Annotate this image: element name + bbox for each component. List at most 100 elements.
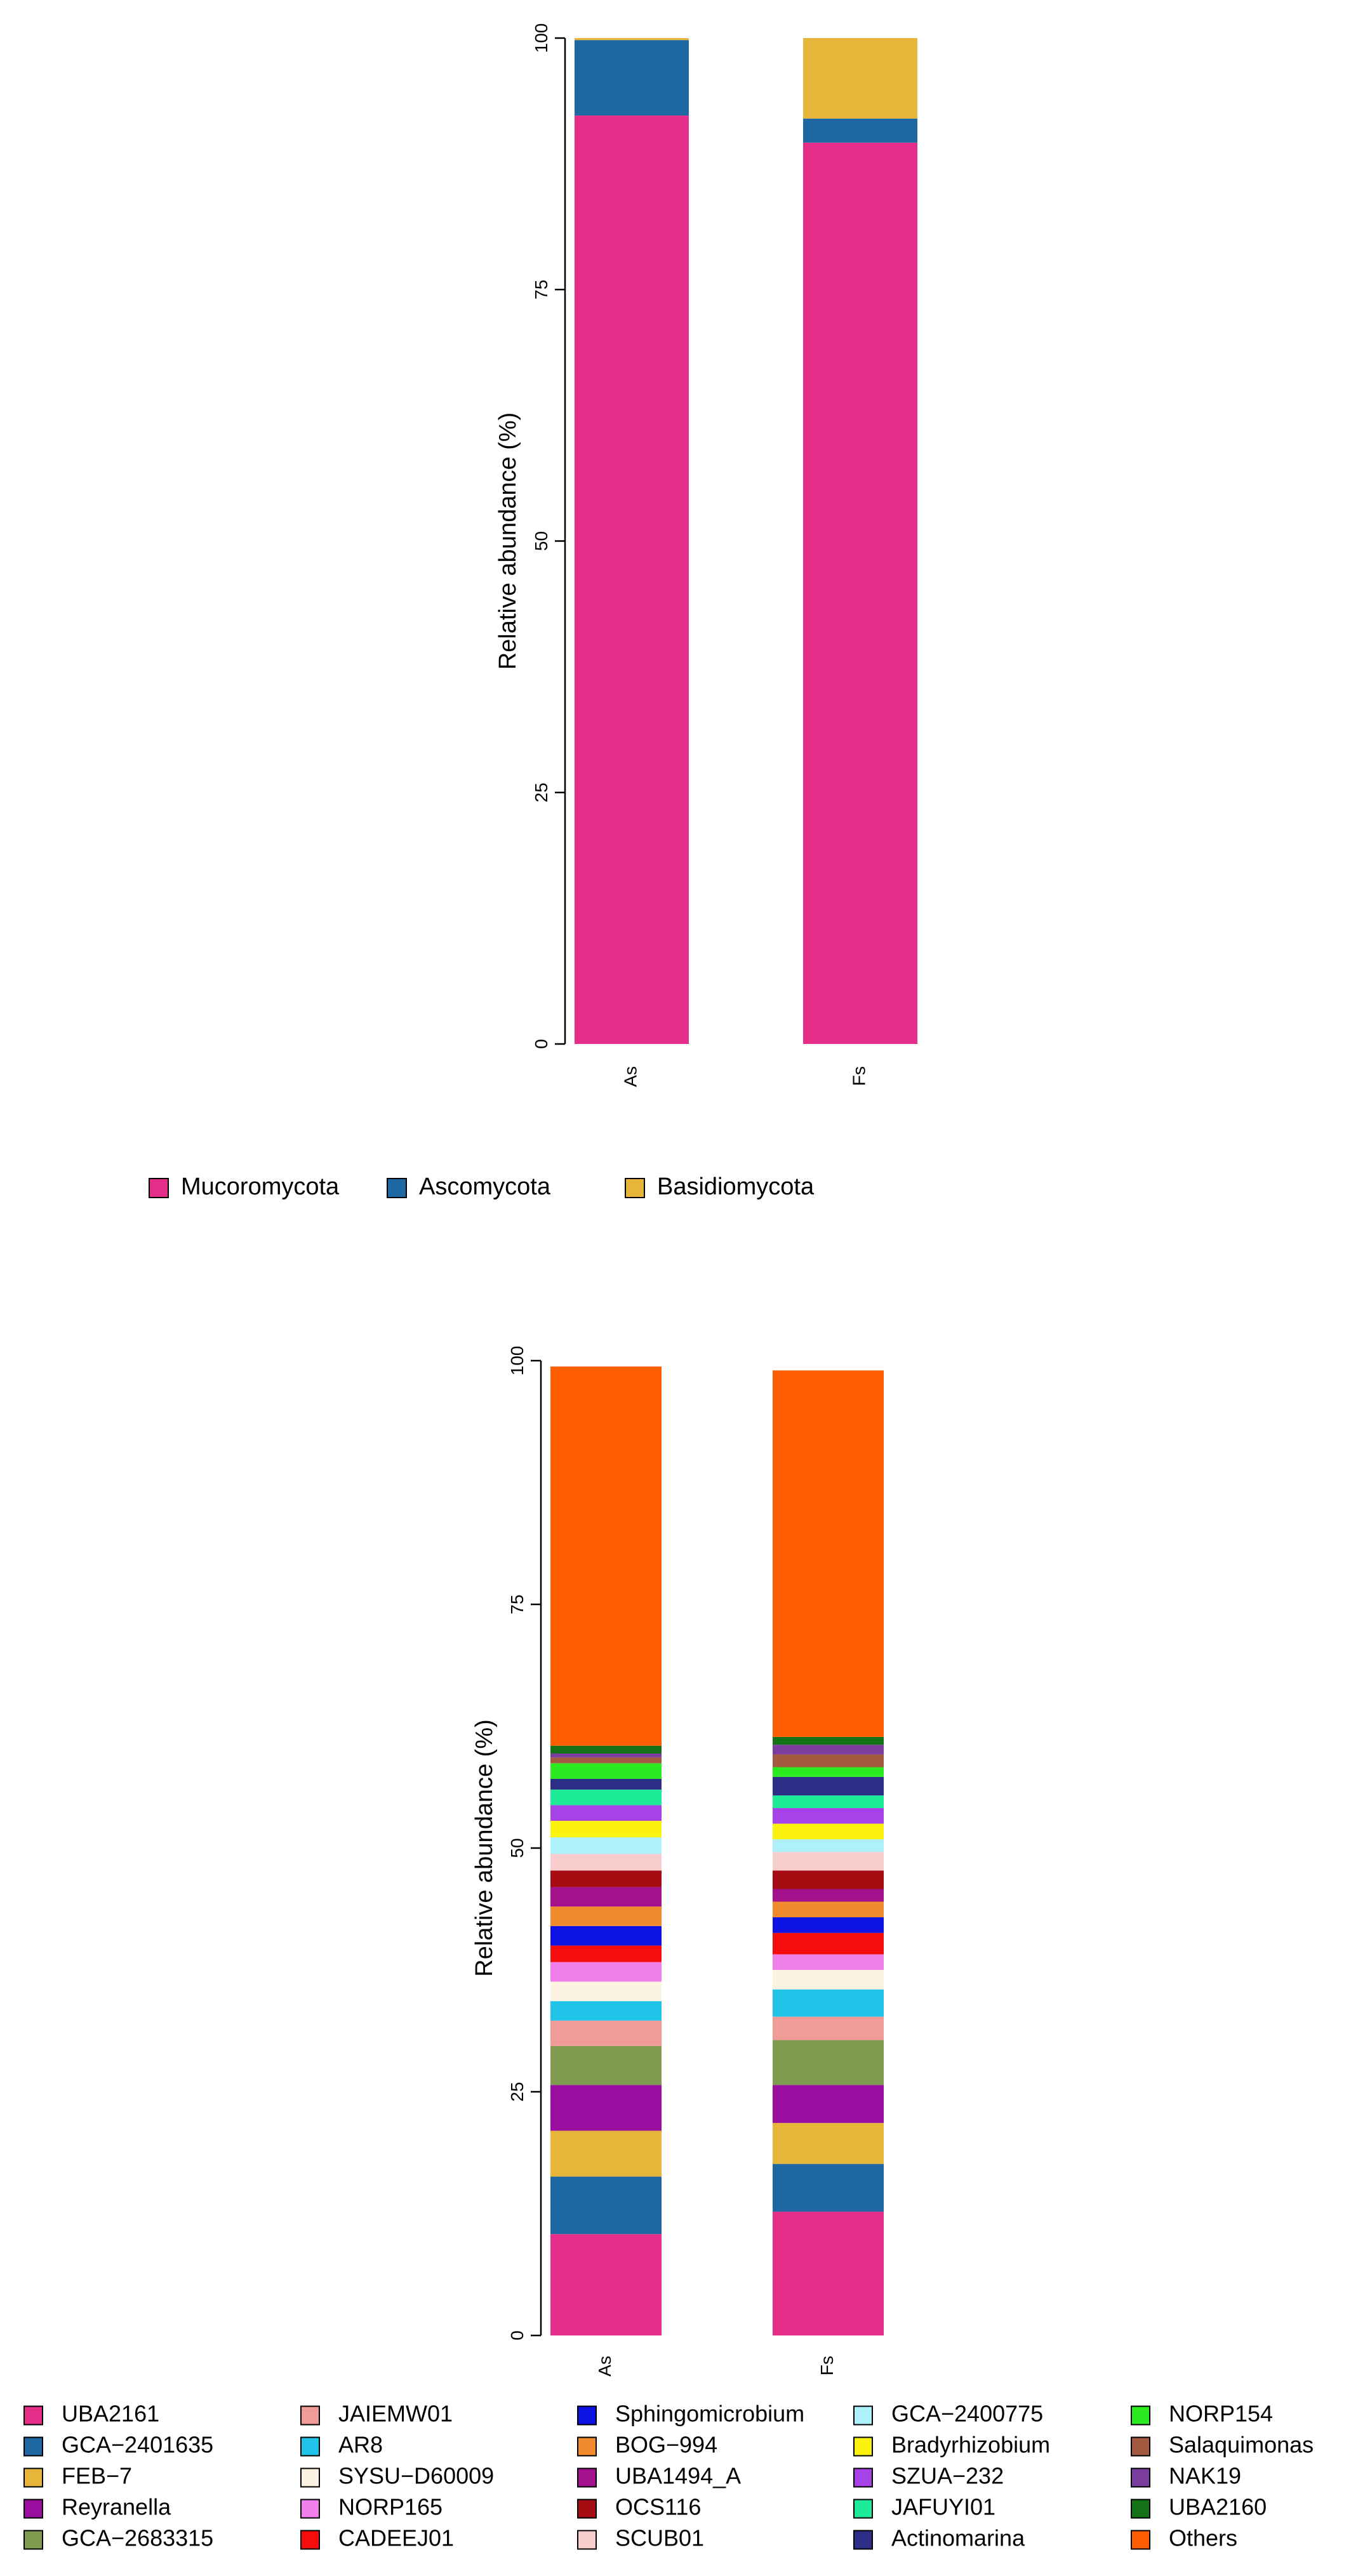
legend-swatch	[23, 2436, 43, 2457]
legend-label: NAK19	[1169, 2463, 1241, 2489]
bar-segment	[803, 142, 917, 1045]
bar-segment	[773, 2163, 884, 2212]
legend-label: Sphingomicrobium	[615, 2401, 804, 2427]
legend-label: CADEEJ01	[338, 2525, 454, 2551]
legend-label: SZUA−232	[891, 2463, 1004, 2489]
bar-segment	[550, 1805, 662, 1821]
x-tick-label: Fs	[849, 1066, 868, 1086]
bar-segment	[550, 1745, 662, 1754]
bar-segment	[773, 1889, 884, 1902]
bar-segment	[550, 2130, 662, 2177]
legend-swatch	[23, 2499, 43, 2519]
bar-segment	[773, 1870, 884, 1889]
legend-swatch	[1131, 2530, 1150, 2550]
legend-label: JAIEMW01	[338, 2401, 453, 2427]
legend-swatch	[577, 2467, 597, 2488]
bar-segment	[773, 2016, 884, 2040]
legend-label: UBA1494_A	[615, 2463, 741, 2489]
legend-swatch	[300, 2499, 320, 2519]
legend-swatch	[300, 2530, 320, 2550]
legend-label: Mucoromycota	[181, 1173, 340, 1200]
legend-swatch	[23, 2405, 43, 2426]
bar-segment	[773, 2040, 884, 2085]
bar-segment	[773, 2085, 884, 2124]
legend-swatch	[577, 2530, 597, 2550]
legend-swatch	[577, 2436, 597, 2457]
y-tick-label: 75	[531, 280, 551, 300]
bar-segment	[773, 1370, 884, 1737]
bar-segment	[550, 1789, 662, 1806]
bar-segment	[773, 1839, 884, 1853]
legend-label: SYSU−D60009	[338, 2463, 494, 2489]
bar-segment	[550, 1870, 662, 1887]
y-tick-label: 0	[531, 1039, 551, 1049]
legend-label: NORP165	[338, 2494, 443, 2520]
legend-swatch	[853, 2405, 873, 2426]
legend-label: GCA−2401635	[62, 2432, 213, 2458]
bar-segment	[550, 1366, 662, 1746]
bar-segment	[550, 1887, 662, 1907]
bar-segment	[773, 2211, 884, 2335]
legend-label: SCUB01	[615, 2525, 704, 2551]
bar-segment	[773, 1767, 884, 1777]
legend-label: Reyranella	[62, 2494, 171, 2520]
legend-swatch	[577, 2405, 597, 2426]
legend-label: JAFUYI01	[891, 2494, 995, 2520]
legend-label: Salaquimonas	[1169, 2432, 1314, 2458]
y-axis-label: Relative abundance (%)	[471, 1719, 498, 1977]
legend-swatch	[23, 2467, 43, 2488]
y-tick-label: 0	[507, 2330, 527, 2341]
bar-segment	[773, 1754, 884, 1767]
y-tick-label: 50	[507, 1838, 527, 1858]
bar-segment	[773, 1776, 884, 1796]
legend-swatch	[853, 2467, 873, 2488]
bar-segment	[803, 118, 917, 143]
bar-segment	[550, 1820, 662, 1838]
bar-segment	[550, 2020, 662, 2046]
bar-segment	[550, 2176, 662, 2235]
bar-segment	[773, 1736, 884, 1745]
bar-segment	[550, 1981, 662, 2002]
legend-swatch	[577, 2499, 597, 2519]
legend-swatch	[300, 2436, 320, 2457]
bar-segment	[575, 116, 689, 1044]
x-tick-label: Fs	[817, 2356, 837, 2375]
bar-segment	[803, 38, 917, 119]
legend-label: OCS116	[615, 2494, 701, 2520]
legend-label: UBA2161	[62, 2401, 159, 2427]
bar-segment	[550, 1962, 662, 1982]
legend-swatch	[853, 2499, 873, 2519]
y-tick-label: 75	[507, 1594, 527, 1614]
legend-swatch	[23, 2530, 43, 2550]
legend-swatch	[1131, 2467, 1150, 2488]
y-axis-label: Relative abundance (%)	[495, 413, 521, 670]
bar-segment	[550, 2085, 662, 2131]
bar-segment	[550, 1837, 662, 1854]
legend-label: NORP154	[1169, 2401, 1273, 2427]
bar-segment	[773, 1823, 884, 1840]
legend-label: GCA−2400775	[891, 2401, 1043, 2427]
bar-segment	[773, 1932, 884, 1955]
bar-segment	[550, 1757, 662, 1764]
legend-swatch	[853, 2530, 873, 2550]
y-tick-label: 50	[531, 531, 551, 551]
legend-swatch	[1131, 2436, 1150, 2457]
bar-segment	[773, 1901, 884, 1918]
legend-label: BOG−994	[615, 2432, 717, 2458]
x-tick-label: As	[595, 2356, 615, 2377]
legend-label: AR8	[338, 2432, 383, 2458]
y-tick-label: 100	[531, 23, 551, 53]
bar-segment	[773, 1795, 884, 1809]
bar-segment	[773, 1970, 884, 1990]
chart-genus: 0 25 50 75 100 Relative abundance (%) As Fs UBA2…	[23, 1346, 1314, 2551]
bar-segment	[550, 1945, 662, 1962]
bar-segment	[773, 2123, 884, 2164]
legend-label: GCA−2683315	[62, 2525, 213, 2551]
y-tick-label: 25	[507, 2082, 527, 2101]
legend-swatch	[300, 2467, 320, 2488]
bar-segment	[575, 38, 689, 41]
bar-segment	[550, 1754, 662, 1758]
bar-segment	[550, 1925, 662, 1946]
legend-label: Ascomycota	[419, 1173, 551, 1200]
